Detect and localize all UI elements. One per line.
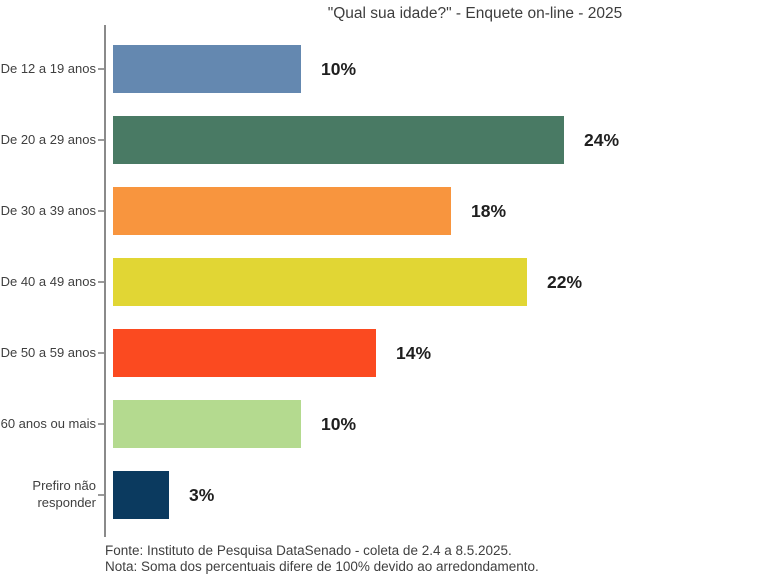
bar bbox=[113, 45, 301, 93]
value-label: 22% bbox=[547, 271, 583, 292]
category-label: De 12 a 19 anos bbox=[0, 60, 96, 76]
rounding-note: Nota: Soma dos percentuais difere de 100… bbox=[105, 559, 539, 574]
bar bbox=[113, 400, 301, 448]
chart-title: "Qual sua idade?" - Enquete on-line - 20… bbox=[327, 5, 623, 22]
chart-footnotes: Fonte: Instituto de Pesquisa DataSenado … bbox=[105, 543, 539, 575]
value-label: 3% bbox=[189, 484, 215, 505]
bar bbox=[113, 258, 527, 306]
axis-tick bbox=[98, 68, 104, 70]
axis-tick bbox=[98, 139, 104, 141]
category-label: De 20 a 29 anos bbox=[0, 131, 96, 147]
value-label: 24% bbox=[584, 129, 620, 150]
bar bbox=[113, 329, 376, 377]
source-note: Fonte: Instituto de Pesquisa DataSenado … bbox=[105, 543, 512, 558]
axis-tick bbox=[98, 423, 104, 425]
value-label: 10% bbox=[321, 58, 357, 79]
bar bbox=[113, 187, 451, 235]
bar bbox=[113, 471, 169, 519]
category-label: 60 anos ou mais bbox=[0, 415, 96, 431]
value-label: 18% bbox=[471, 200, 507, 221]
bar bbox=[113, 116, 564, 164]
category-label: De 30 a 39 anos bbox=[0, 202, 96, 218]
category-label: De 40 a 49 anos bbox=[0, 273, 96, 289]
axis-tick bbox=[98, 281, 104, 283]
axis-tick bbox=[98, 494, 104, 496]
value-label: 14% bbox=[396, 342, 432, 363]
category-label: De 50 a 59 anos bbox=[0, 344, 96, 360]
axis-tick bbox=[98, 352, 104, 354]
value-label: 10% bbox=[321, 413, 357, 434]
axis-tick bbox=[98, 210, 104, 212]
category-label: Prefiro não responder bbox=[32, 478, 96, 510]
y-axis-line bbox=[104, 25, 106, 537]
